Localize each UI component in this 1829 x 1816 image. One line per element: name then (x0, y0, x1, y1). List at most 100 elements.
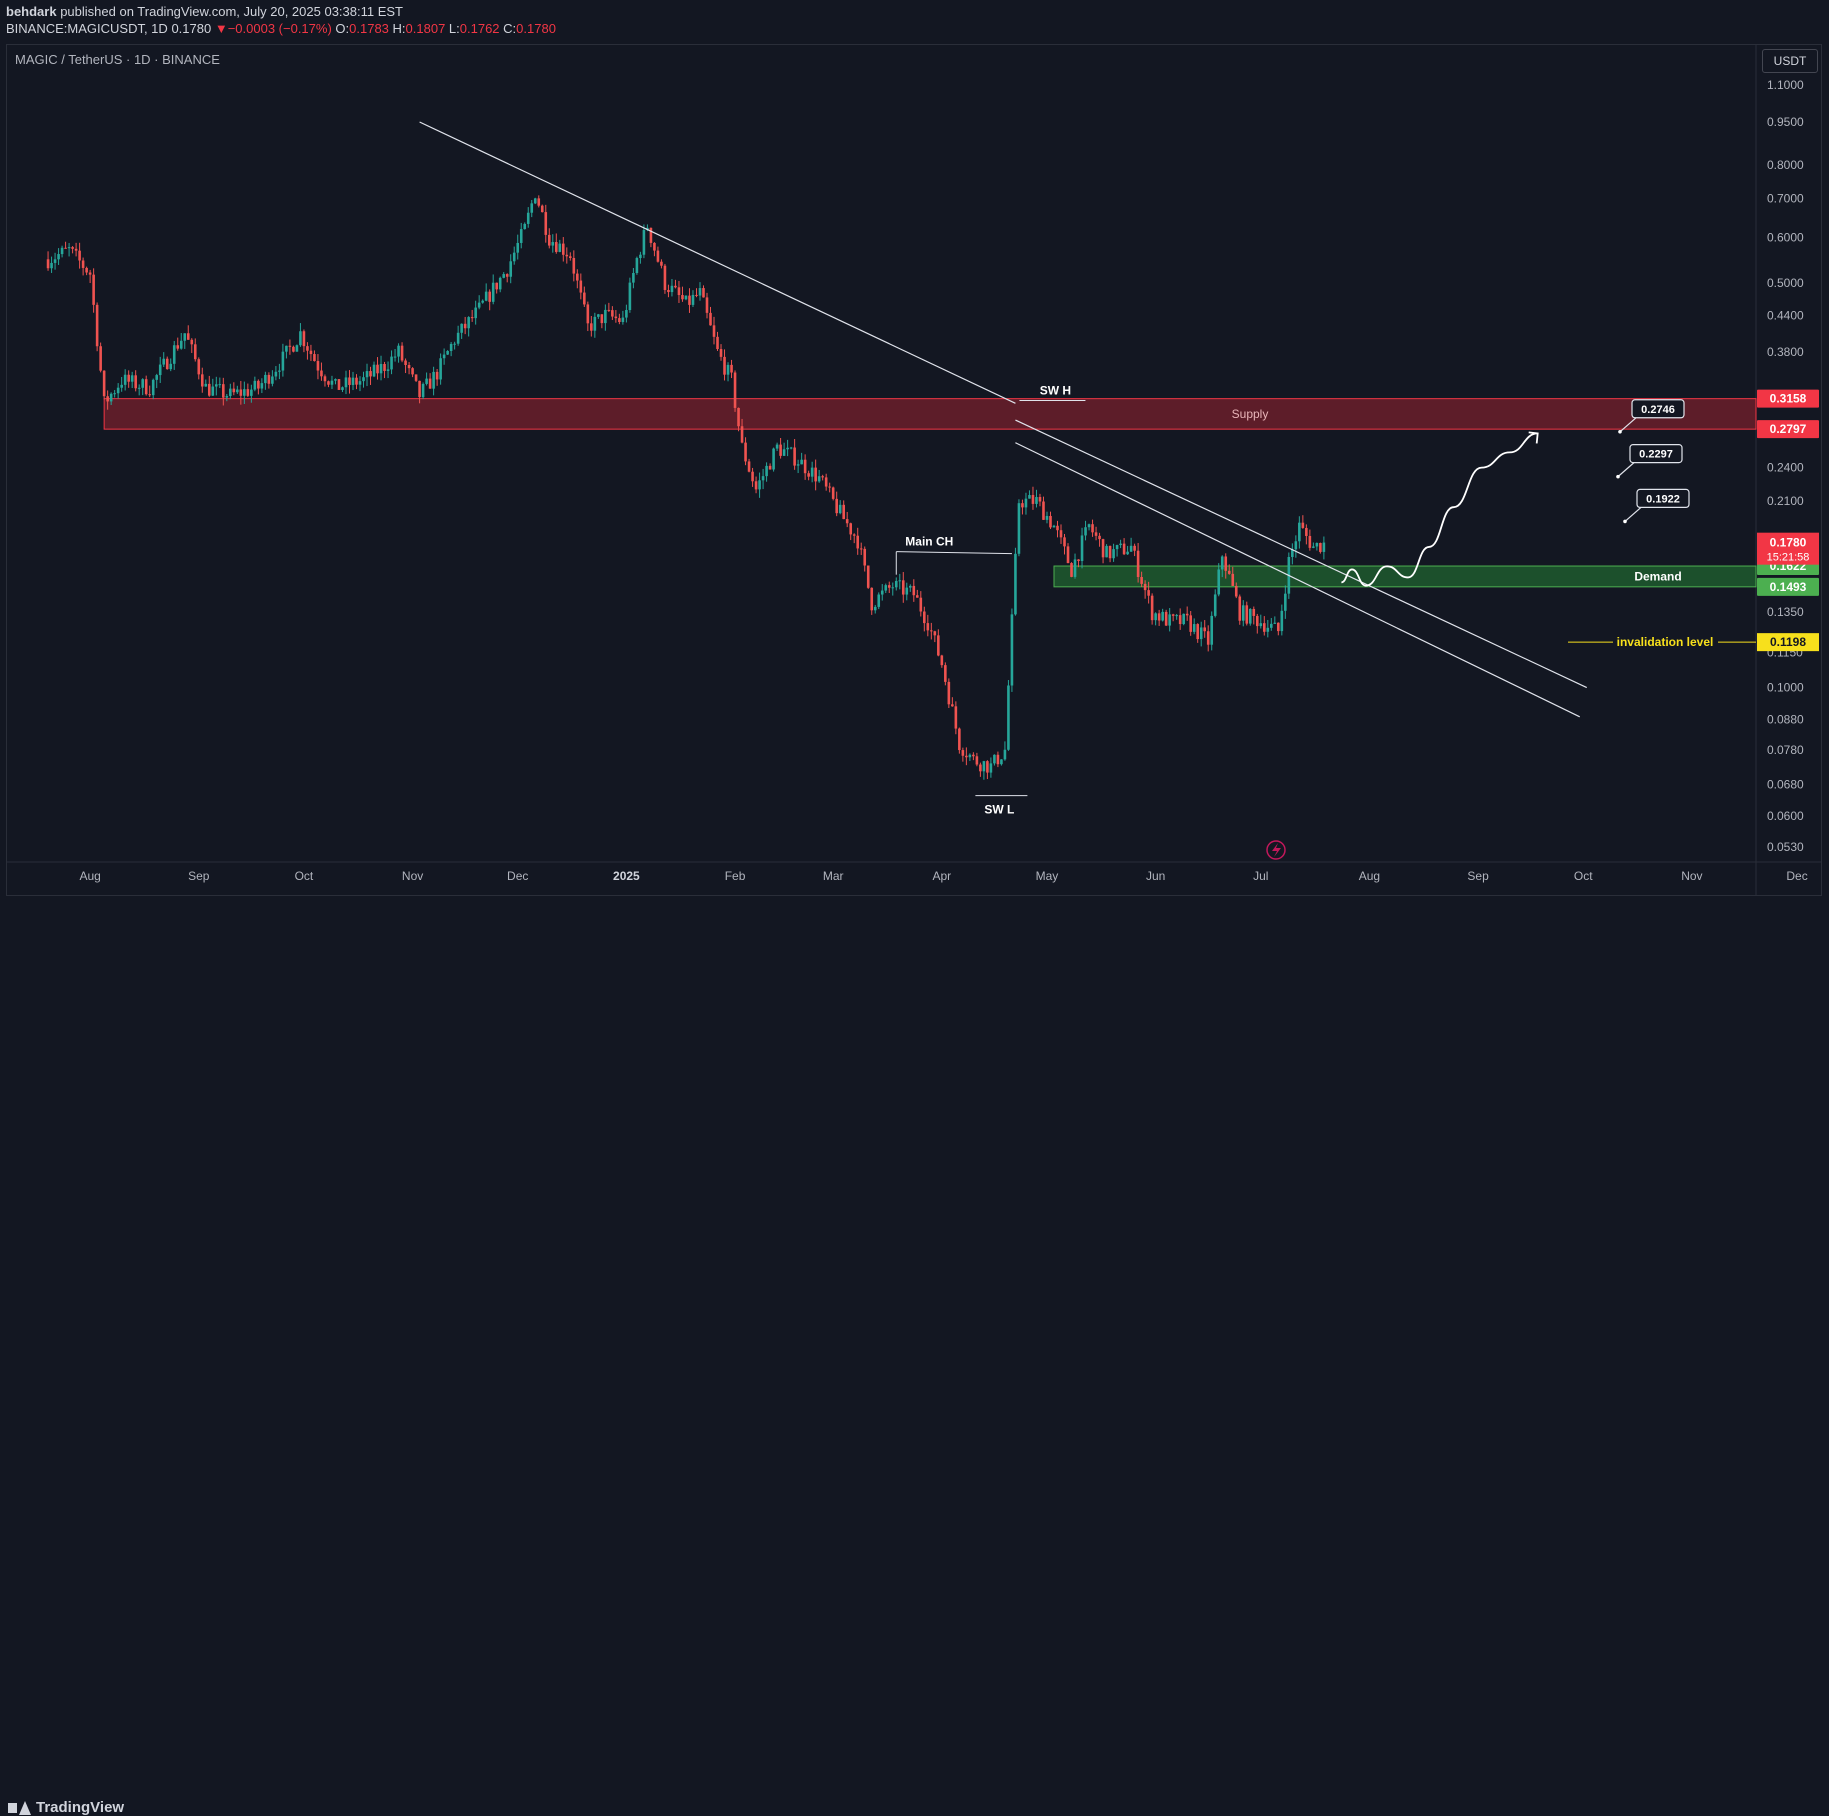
candle-body (551, 242, 555, 246)
bullish-candle (130, 371, 134, 389)
currency-button[interactable]: USDT (1762, 49, 1818, 73)
candle-body (754, 481, 758, 490)
candle-body (800, 459, 803, 465)
candle-body (1143, 583, 1147, 591)
candle-body (740, 426, 744, 443)
candle-body (1168, 614, 1171, 626)
candle-body (428, 378, 432, 389)
candle-body (923, 611, 926, 624)
price-targets: 0.2746 0.2297 0.1922 (1616, 399, 1690, 524)
bullish-candle (274, 366, 278, 381)
bullish-candle (1273, 616, 1277, 624)
bullish-candle (1129, 537, 1133, 552)
candle-body (958, 728, 961, 751)
price-label-text: 0.1780 (1770, 536, 1807, 550)
bullish-candle (1291, 543, 1294, 565)
candle-body (628, 282, 632, 311)
bearish-candle (1066, 543, 1070, 564)
bearish-candle (1031, 486, 1035, 510)
candle-body (880, 590, 884, 595)
candle-body (898, 580, 902, 582)
candle-body (979, 764, 982, 772)
price-tick-label: 0.0530 (1767, 840, 1804, 854)
candle-body (1255, 615, 1259, 627)
bearish-candle (197, 357, 201, 380)
invalidation-label: invalidation level (1617, 635, 1714, 649)
candle-body (278, 370, 281, 372)
candle-body (1196, 624, 1199, 640)
bullish-candle (530, 199, 534, 218)
publish-line: behdark published on TradingView.com, Ju… (6, 4, 403, 19)
bearish-candle (316, 354, 320, 380)
tradingview-logo[interactable]: TradingView (8, 1799, 124, 1816)
bullish-candle (169, 358, 173, 372)
bullish-candle (109, 392, 113, 406)
bearish-candle (979, 762, 982, 777)
candle-body (116, 387, 120, 394)
bullish-candle (1284, 585, 1287, 619)
bearish-candle (246, 383, 250, 398)
bearish-candle (1185, 606, 1189, 621)
candle-body (831, 487, 835, 499)
bearish-candle (74, 242, 78, 257)
bearish-candle (85, 266, 88, 276)
bearish-candle (1224, 553, 1228, 579)
candle-body (1291, 549, 1294, 557)
candle-body (1294, 541, 1298, 550)
bullish-candle (397, 343, 400, 363)
bullish-candle (628, 277, 632, 313)
candle-body (271, 376, 274, 384)
bullish-candle (894, 577, 898, 591)
bearish-candle (495, 282, 498, 294)
candle-body (968, 754, 972, 758)
time-tick-label: Aug (1359, 869, 1380, 883)
candle-body (1105, 545, 1108, 558)
candle-body (505, 274, 509, 277)
bearish-candle (1042, 496, 1045, 520)
bearish-candle (302, 329, 306, 353)
bearish-candle (576, 269, 579, 289)
candle-body (193, 344, 197, 360)
candle-body (1115, 545, 1119, 550)
annotation-main-ch: Main CH (895, 535, 1012, 575)
candle-body (295, 345, 299, 352)
candle-body (1042, 501, 1045, 520)
candle-body (53, 259, 57, 263)
bearish-candle (257, 379, 260, 395)
author-name[interactable]: behdark (6, 4, 57, 19)
bearish-candle (821, 474, 824, 481)
candle-body (484, 291, 488, 301)
zone-label: Demand (1634, 569, 1681, 583)
candle-body (379, 363, 383, 374)
bearish-candle (337, 379, 341, 391)
candle-body (390, 356, 393, 370)
bullish-candle (1161, 608, 1164, 622)
bearish-candle (148, 385, 152, 398)
candle-body (677, 287, 681, 296)
bearish-candle (1203, 620, 1207, 638)
bullish-candle (372, 361, 376, 378)
candle-body (414, 374, 418, 381)
candle-body (421, 383, 425, 398)
candle-body (709, 312, 712, 326)
bearish-candle (1164, 609, 1168, 626)
candle-body (362, 377, 365, 382)
candle-body (1227, 570, 1231, 574)
candle-body (533, 198, 537, 204)
candle-body (134, 375, 137, 389)
price-chart[interactable]: 1.1000 0.9500 0.8000 0.7000 0.6000 0.5000 0.44… (0, 0, 1829, 927)
bearish-candle (369, 366, 372, 385)
bullish-candle (344, 370, 348, 395)
trendline (1015, 419, 1588, 689)
bearish-candle (744, 437, 747, 466)
bullish-candle (786, 439, 789, 457)
bearish-candle (1056, 520, 1059, 538)
candle-body (281, 351, 285, 371)
candle-body (1192, 624, 1196, 632)
bearish-candle (102, 370, 106, 400)
tradingview-logo-icon (8, 1800, 31, 1815)
bearish-candle (309, 344, 313, 361)
bearish-candle (92, 268, 95, 313)
candle-body (1301, 522, 1305, 528)
candle-body (267, 374, 271, 384)
